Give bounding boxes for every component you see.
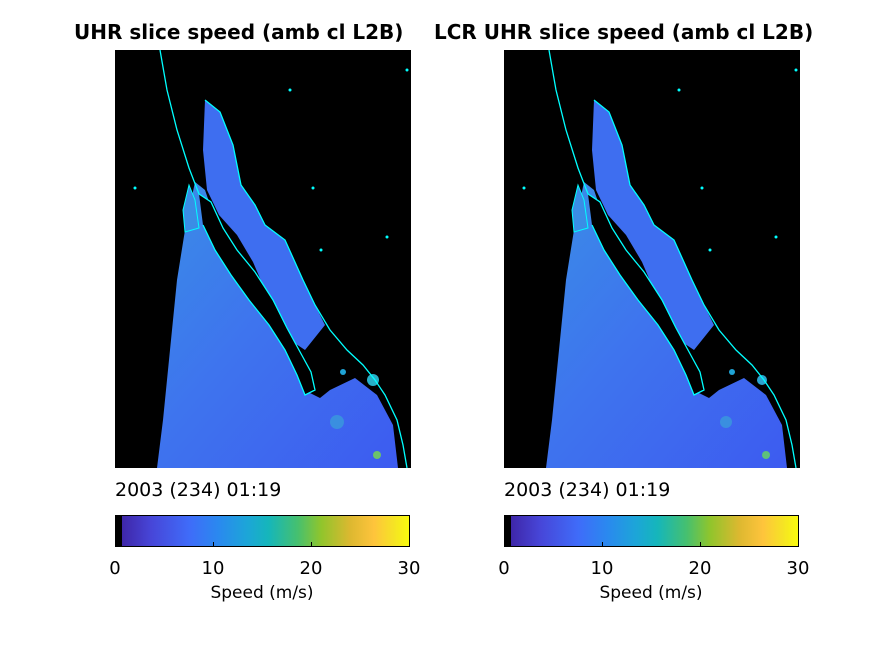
colorbar-tick-label: 30 (786, 558, 810, 579)
speed-map-image (133, 50, 409, 468)
timestamp: 2003 (234) 01:19 (115, 479, 282, 501)
timestamp: 2003 (234) 01:19 (504, 479, 671, 501)
panel-title: UHR slice speed (amb cl L2B) (74, 20, 404, 44)
colorbar-tickmark (409, 542, 410, 547)
colorbar-label: Speed (m/s) (599, 583, 703, 603)
colorbar-tick-label: 20 (299, 558, 323, 579)
colorbar-tickmark (115, 542, 116, 547)
colorbar-tick-label: 10 (201, 558, 225, 579)
colorbar-tick-label: 20 (688, 558, 712, 579)
colorbar-label: Speed (m/s) (210, 583, 314, 603)
colorbar-tickmark (504, 542, 505, 547)
colorbar-tick-label: 0 (109, 558, 121, 579)
colorbar-tick-label: 0 (498, 558, 510, 579)
colorbar-tick-label: 10 (590, 558, 614, 579)
colorbar-tickmark (602, 542, 603, 547)
speed-map (115, 50, 411, 468)
colorbar-tickmark (700, 542, 701, 547)
speed-map-image (522, 50, 798, 468)
colorbar (504, 515, 799, 547)
colorbar-tick-label: 30 (397, 558, 421, 579)
colorbar-tickmark (798, 542, 799, 547)
colorbar-tickmark (213, 542, 214, 547)
panel-title: LCR UHR slice speed (amb cl L2B) (434, 20, 814, 44)
colorbar (115, 515, 410, 547)
colorbar-tickmark (311, 542, 312, 547)
panel-left: UHR slice speed (amb cl L2B) (0, 0, 420, 663)
speed-map (504, 50, 800, 468)
